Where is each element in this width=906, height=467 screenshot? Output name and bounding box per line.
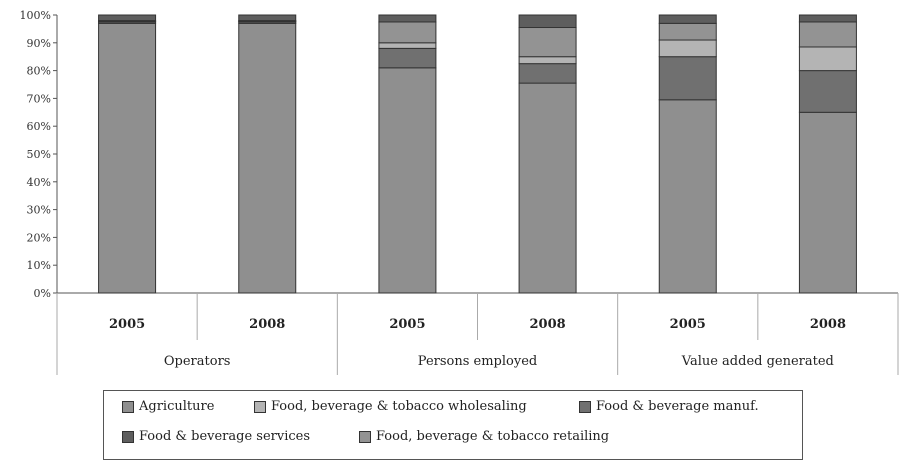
x-tick-label: 2005 [670, 317, 706, 332]
bar-segment [378, 67, 437, 294]
group-label: Value added generated [681, 354, 834, 369]
legend-label: Food & beverage services [139, 429, 311, 444]
bar-segment [518, 63, 577, 84]
legend-swatch [579, 400, 591, 413]
bar-segment [518, 56, 577, 65]
x-tick-label: 2005 [389, 317, 425, 332]
bar-segment [798, 21, 857, 48]
x-tick-label: 2008 [810, 317, 846, 332]
group-label: Persons employed [418, 354, 537, 369]
legend-label: Food, beverage & tobacco retailing [376, 429, 610, 444]
legend-item: Agriculture [122, 399, 214, 414]
y-tick-label: 90% [27, 37, 51, 50]
legend: Agriculture Food, beverage & tobacco whol… [103, 390, 803, 460]
bar-segment [658, 99, 717, 294]
y-tick-label: 70% [27, 92, 51, 105]
bar-segment [518, 27, 577, 58]
legend-swatch [359, 430, 371, 443]
bar-segment [798, 14, 857, 23]
bar-segment [658, 56, 717, 101]
bar-segment [798, 46, 857, 72]
legend-item: Food, beverage & tobacco wholesaling [254, 399, 527, 414]
legend-swatch [254, 400, 266, 413]
y-tick-label: 80% [27, 65, 51, 78]
bar-segment [798, 70, 857, 113]
legend-item: Food & beverage services [122, 429, 310, 444]
legend-item: Food, beverage & tobacco retailing [359, 429, 609, 444]
bar-segment [238, 22, 297, 294]
y-tick-label: 50% [27, 148, 51, 161]
bar-segment [378, 21, 437, 44]
y-tick-label: 100% [20, 9, 51, 22]
legend-label: Agriculture [139, 399, 215, 414]
x-tick-label: 2005 [109, 317, 145, 332]
bar-segment [658, 14, 717, 24]
y-tick-label: 30% [27, 204, 51, 217]
x-tick-label: 2008 [529, 317, 565, 332]
bar-segment [518, 82, 577, 294]
legend-swatch [122, 430, 134, 443]
group-label: Operators [164, 354, 231, 369]
bar-segment [518, 14, 577, 29]
bar-segment [378, 42, 437, 49]
bar-segment [658, 22, 717, 41]
y-tick-label: 60% [27, 120, 51, 133]
y-tick-label: 40% [27, 176, 51, 189]
bar-segment [658, 39, 717, 58]
x-tick-label: 2008 [249, 317, 285, 332]
y-tick-label: 20% [27, 231, 51, 244]
bar-segment [98, 22, 157, 294]
legend-swatch [122, 400, 134, 413]
bar-segment [98, 14, 157, 22]
y-tick-label: 10% [27, 259, 51, 272]
bar-segment [238, 14, 297, 22]
y-tick-label: 0% [34, 287, 51, 300]
legend-item: Food & beverage manuf. [579, 399, 759, 414]
bar-segment [378, 47, 437, 69]
bar-segment [798, 111, 857, 294]
bar-segment [378, 14, 437, 23]
legend-label: Food, beverage & tobacco wholesaling [271, 399, 527, 414]
stacked-bar-chart: 0% 10% 20% 30% 40% 50% 60% 70% 80% 90% 100% 2005 200… [20, 9, 899, 375]
legend-label: Food & beverage manuf. [596, 399, 759, 414]
